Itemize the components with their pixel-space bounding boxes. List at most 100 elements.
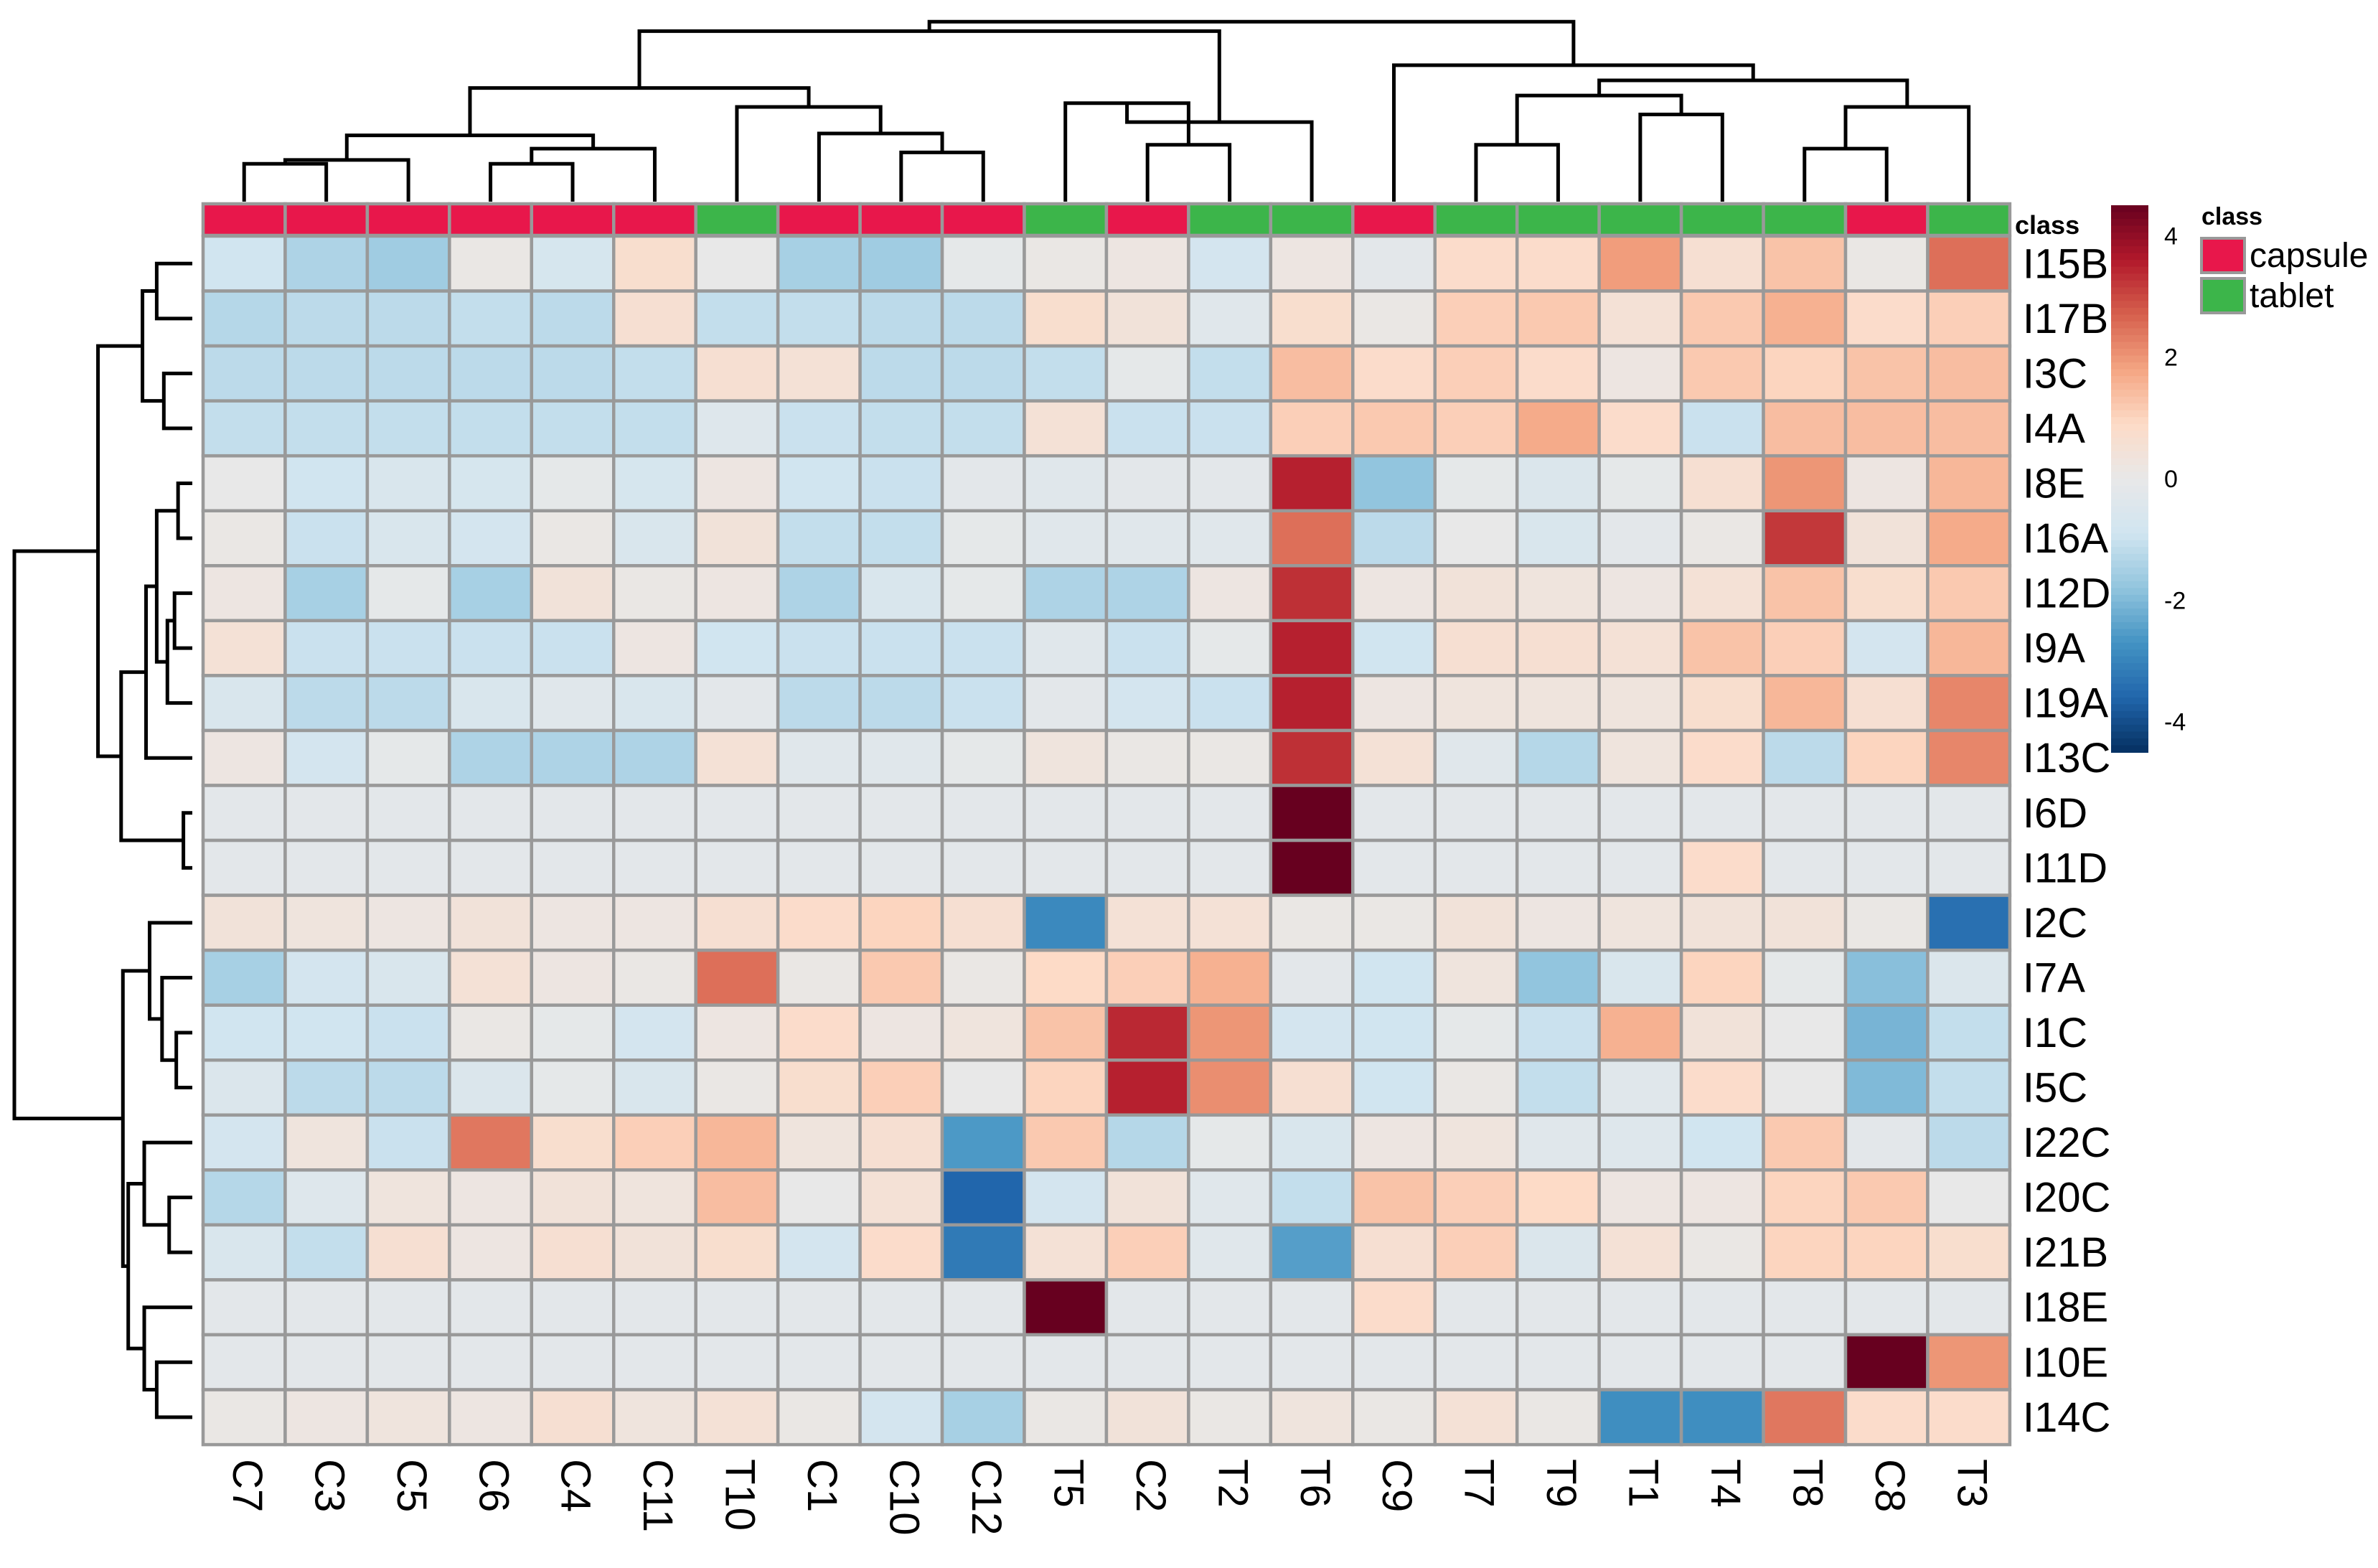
column-label: T1 bbox=[1620, 1459, 1667, 1508]
row-dendrogram bbox=[12, 261, 192, 1419]
heatmap-cell bbox=[1843, 838, 1930, 897]
heatmap-cell bbox=[1762, 1168, 1848, 1227]
heatmap-cell bbox=[940, 1388, 1026, 1447]
heatmap-cell bbox=[1679, 399, 1765, 458]
heatmap-cell bbox=[1433, 1003, 1519, 1062]
heatmap-cell bbox=[1515, 1058, 1601, 1117]
row-label: I12D bbox=[2023, 571, 2111, 617]
color-scale-segment bbox=[2111, 376, 2148, 384]
column-label: C2 bbox=[1127, 1459, 1174, 1512]
heatmap-cell bbox=[1104, 454, 1190, 513]
column-label: C4 bbox=[553, 1459, 599, 1512]
heatmap-cell bbox=[283, 399, 370, 458]
class-annotation-bar bbox=[201, 202, 2012, 238]
class-annotation-cell bbox=[858, 202, 944, 238]
heatmap-cell bbox=[1187, 1278, 1273, 1337]
heatmap-cell bbox=[1926, 838, 2012, 897]
heatmap-cell bbox=[1762, 948, 1848, 1007]
heatmap-cell bbox=[1597, 619, 1683, 677]
column-label: T7 bbox=[1456, 1459, 1503, 1508]
heatmap-cell bbox=[1597, 234, 1683, 293]
column-label: C8 bbox=[1866, 1459, 1913, 1512]
heatmap-cell bbox=[1597, 1003, 1683, 1062]
heatmap-cell bbox=[858, 838, 944, 897]
heatmap-cell bbox=[858, 893, 944, 952]
heatmap-cell bbox=[283, 289, 370, 348]
heatmap-cell bbox=[612, 344, 697, 403]
column-label: C12 bbox=[963, 1459, 1010, 1535]
row-label: I9A bbox=[2023, 625, 2085, 672]
heatmap-cell bbox=[530, 674, 616, 733]
row-label: I11D bbox=[2023, 845, 2107, 891]
heatmap-cell bbox=[1843, 728, 1930, 787]
column-label: C3 bbox=[306, 1459, 352, 1512]
heatmap-cell bbox=[1104, 509, 1190, 568]
dendrogram-branch bbox=[154, 261, 192, 321]
color-scale-segment bbox=[2111, 724, 2148, 733]
heatmap-cell bbox=[940, 1113, 1026, 1172]
heatmap-cell bbox=[1679, 234, 1765, 293]
heatmap-cell bbox=[201, 344, 287, 403]
heatmap-cell bbox=[1269, 454, 1355, 513]
heatmap-cell bbox=[694, 619, 780, 677]
row-label: I18E bbox=[2023, 1285, 2108, 1331]
heatmap-cell bbox=[1023, 619, 1109, 677]
color-scale-segment bbox=[2111, 601, 2148, 609]
color-scale-segment bbox=[2111, 683, 2148, 692]
color-scale-segment bbox=[2111, 656, 2148, 665]
color-scale-segment bbox=[2111, 594, 2148, 603]
row-label: I14C bbox=[2023, 1394, 2111, 1441]
heatmap-cell bbox=[858, 784, 944, 842]
heatmap-cell bbox=[776, 509, 862, 568]
class-annotation-cell bbox=[1762, 202, 1848, 238]
color-scale-segment bbox=[2111, 369, 2148, 377]
heatmap-cell bbox=[1104, 1003, 1190, 1062]
heatmap-cell bbox=[1926, 1223, 2012, 1282]
heatmap-cell bbox=[776, 674, 862, 733]
heatmap-cell bbox=[201, 728, 287, 787]
heatmap-cell bbox=[283, 454, 370, 513]
color-scale-segment bbox=[2111, 246, 2148, 254]
row-label: I15B bbox=[2023, 240, 2108, 287]
heatmap-cell bbox=[1187, 784, 1273, 842]
heatmap-cell bbox=[201, 1333, 287, 1391]
heatmap-cell bbox=[1597, 399, 1683, 458]
heatmap-cell bbox=[694, 289, 780, 348]
heatmap-cell bbox=[1104, 948, 1190, 1007]
heatmap-cell bbox=[1762, 1223, 1848, 1282]
heatmap-cell bbox=[283, 1113, 370, 1172]
heatmap-cell bbox=[1023, 1058, 1109, 1117]
class-legend-label: tablet bbox=[2250, 277, 2334, 315]
heatmap-cell bbox=[1762, 619, 1848, 677]
heatmap-cell bbox=[1433, 1168, 1519, 1227]
class-annotation-cell bbox=[1843, 202, 1930, 238]
heatmap-cell bbox=[1515, 1388, 1601, 1447]
color-scale-segment bbox=[2111, 390, 2148, 398]
heatmap-cell bbox=[612, 784, 697, 842]
heatmap-cell bbox=[1515, 509, 1601, 568]
row-label: I6D bbox=[2023, 790, 2087, 837]
color-scale-segment bbox=[2111, 266, 2148, 275]
heatmap-cell bbox=[448, 454, 534, 513]
heatmap-cell bbox=[1023, 1113, 1109, 1172]
heatmap-cell bbox=[1104, 1333, 1190, 1391]
heatmap-cell bbox=[283, 1223, 370, 1282]
heatmap-cell bbox=[530, 893, 616, 952]
heatmap-cell bbox=[1433, 564, 1519, 623]
heatmap-cell bbox=[694, 1278, 780, 1337]
heatmap-cell bbox=[201, 234, 287, 293]
color-scale-segment bbox=[2111, 260, 2148, 268]
heatmap-cell bbox=[1762, 784, 1848, 842]
heatmap-cell bbox=[1926, 1113, 2012, 1172]
heatmap-cell bbox=[283, 344, 370, 403]
heatmap-cell bbox=[612, 509, 697, 568]
heatmap-cell bbox=[1843, 948, 1930, 1007]
dendrogram-branch bbox=[1803, 146, 1889, 202]
dendrogram-branch bbox=[489, 161, 575, 202]
heatmap-cell bbox=[1679, 619, 1765, 677]
heatmap-cell bbox=[1187, 674, 1273, 733]
heatmap-cell bbox=[365, 619, 451, 677]
color-scale-segment bbox=[2111, 253, 2148, 261]
heatmap-cell bbox=[858, 1003, 944, 1062]
heatmap-cell bbox=[1351, 1168, 1437, 1227]
